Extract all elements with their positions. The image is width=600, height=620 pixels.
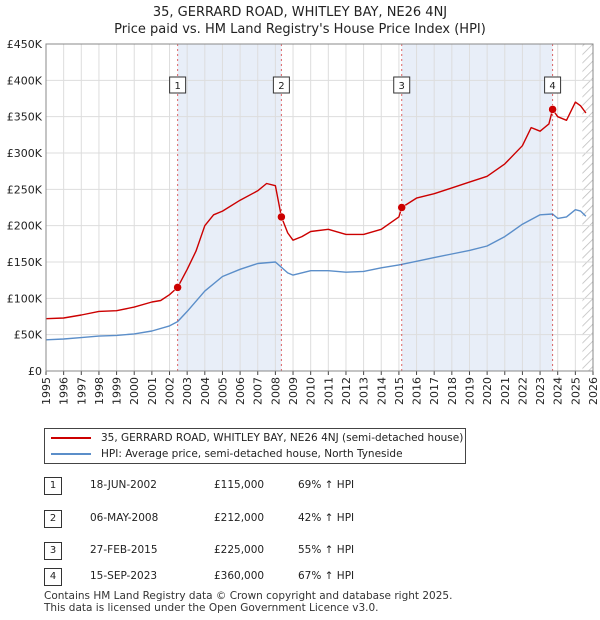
x-tick-label: 2024 [552,377,565,405]
x-tick-label: 2026 [587,377,600,405]
x-tick-label: 1999 [111,377,124,405]
sale-marker-label: 3 [399,81,405,92]
x-tick-label: 1996 [58,377,71,405]
sale-price: £212,000 [214,512,265,524]
x-tick-label: 2023 [534,377,547,405]
sale-price: £360,000 [214,570,265,582]
property-price-line [45,101,587,320]
y-tick-label: £250K [7,183,43,196]
y-tick-label: £50K [14,329,43,342]
x-tick-label: 2012 [340,377,353,405]
x-tick-label: 2011 [322,377,335,405]
sale-row: 3 27-FEB-2015 £225,000 55% ↑ HPI [44,539,564,561]
x-tick-label: 2022 [516,377,529,405]
sale-marker-box [272,76,290,94]
x-tick-label: 2009 [287,377,300,405]
y-tick-label: £300K [7,147,43,160]
sale-number-box: 4 [44,568,62,586]
price-chart: 1 2 3 4 £0 £50K £100K £150K £200K £250K £300K £350… [7,38,600,405]
chart-title: 35, GERRARD ROAD, WHITLEY BAY, NE26 4NJ [152,5,448,20]
footer: Contains HM Land Registry data © Crown c… [44,590,584,614]
x-tick-label: 2004 [199,377,212,405]
sale-row: 2 06-MAY-2008 £212,000 42% ↑ HPI [44,507,564,529]
plot-frame [45,43,594,372]
footer-licence: This data is licensed under the Open Gov… [44,602,379,614]
ownership-period-shade [401,44,553,371]
sale-date: 15-SEP-2023 [90,570,158,582]
sale-row: 1 18-JUN-2002 £115,000 69% ↑ HPI [44,474,564,496]
y-tick-label: £200K [7,220,43,233]
x-tick-label: 2014 [375,377,388,405]
sale-point [277,212,286,222]
legend: 35, GERRARD ROAD, WHITLEY BAY, NE26 4NJ … [44,428,466,464]
sale-hpi-change: 42% ↑ HPI [298,512,355,524]
sale-hpi-change: 69% ↑ HPI [298,479,355,491]
y-tick-label: £150K [7,256,43,269]
y-tick-label: £100K [7,292,43,305]
sale-hpi-change: 67% ↑ HPI [298,570,355,582]
sale-point [173,283,182,292]
legend-property-label: 35, GERRARD ROAD, WHITLEY BAY, NE26 4NJ … [101,432,464,444]
sale-marker-label: 2 [278,81,284,92]
legend-hpi-label: HPI: Average price, semi-detached house,… [101,448,403,460]
x-tick-label: 2025 [569,377,582,405]
x-tick-label: 1997 [75,377,88,405]
footer-copyright: Contains HM Land Registry data © Crown c… [44,590,453,602]
chart-title-block: 35, GERRARD ROAD, WHITLEY BAY, NE26 4NJ … [0,4,600,38]
x-tick-label: 2008 [269,377,282,405]
x-tick-label: 2010 [305,377,318,405]
x-tick-label: 1995 [40,377,53,405]
legend-hpi-swatch [51,453,91,455]
sale-marker-box [169,76,187,94]
sale-number-box: 1 [44,477,62,495]
x-tick-label: 2001 [146,377,159,405]
x-tick-label: 2015 [393,377,406,405]
x-tick-label: 2005 [216,377,229,405]
sale-number-box: 2 [44,510,62,528]
legend-property: 35, GERRARD ROAD, WHITLEY BAY, NE26 4NJ … [51,430,463,446]
x-tick-label: 1998 [93,377,106,405]
sale-price: £115,000 [214,479,265,491]
sale-point [548,105,557,114]
x-tick-label: 2002 [164,377,177,405]
sale-number-box: 3 [44,542,62,560]
sale-marker-label: 4 [549,81,555,92]
sale-date: 27-FEB-2015 [90,544,158,556]
sale-marker-box [393,76,411,94]
x-tick-label: 2000 [128,377,141,405]
sale-marker-box [544,76,562,94]
hpi-line [45,208,587,341]
x-tick-label: 2016 [411,377,424,405]
x-tick-label: 2007 [252,377,265,405]
chart-subtitle: Price paid vs. HM Land Registry's House … [114,22,486,37]
sale-date: 18-JUN-2002 [90,479,157,491]
forecast-hatch [582,44,593,371]
sale-marker-label: 1 [174,81,180,92]
y-tick-label: £450K [7,38,43,51]
legend-hpi: HPI: Average price, semi-detached house,… [51,446,403,462]
sale-point [397,203,406,212]
x-tick-label: 2021 [499,377,512,405]
y-tick-label: £0 [28,365,42,378]
sale-hpi-change: 55% ↑ HPI [298,544,355,556]
sale-date: 06-MAY-2008 [90,512,159,524]
sale-price: £225,000 [214,544,265,556]
y-tick-label: £400K [7,74,43,87]
x-tick-label: 2013 [358,377,371,405]
legend-property-swatch [51,437,91,439]
sale-row: 4 15-SEP-2023 £360,000 67% ↑ HPI [44,565,564,587]
x-tick-label: 2003 [181,377,194,405]
x-tick-label: 2020 [481,377,494,405]
y-tick-label: £350K [7,111,43,124]
x-tick-label: 2006 [234,377,247,405]
x-tick-label: 2018 [446,377,459,405]
x-tick-label: 2017 [428,377,441,405]
x-tick-label: 2019 [463,377,476,405]
